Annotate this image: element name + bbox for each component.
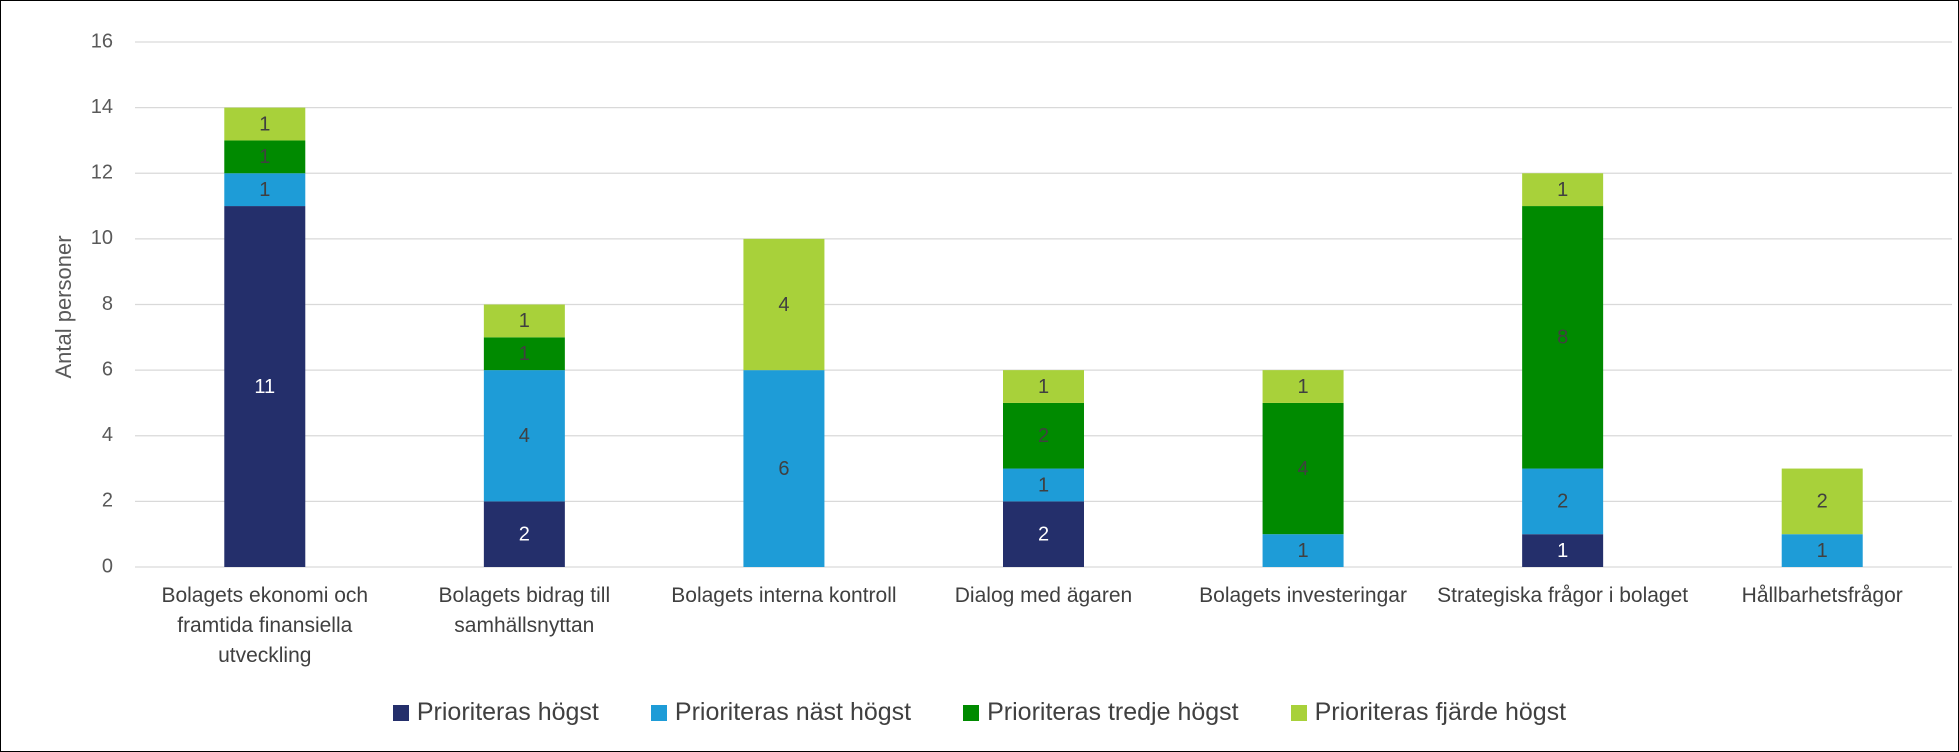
data-label: 1	[259, 113, 270, 135]
legend-item: Prioriteras fjärde högst	[1290, 698, 1567, 727]
bar-segment	[1003, 468, 1084, 502]
legend-swatch	[1290, 704, 1307, 721]
data-label: 1	[1298, 540, 1309, 562]
data-label: 1	[259, 179, 270, 201]
bar-segment	[1262, 402, 1344, 535]
y-tick-label: 10	[91, 227, 113, 249]
data-label: 1	[259, 146, 270, 168]
y-axis-title: Antal personer	[51, 235, 76, 378]
bar-segment	[224, 107, 306, 141]
data-label: 8	[1557, 327, 1568, 349]
bar-segment	[1003, 501, 1084, 567]
data-label: 2	[1038, 425, 1049, 447]
y-tick-label: 8	[102, 293, 113, 315]
bar-segment	[224, 206, 306, 567]
data-label: 1	[1038, 376, 1049, 398]
data-label: 1	[1817, 540, 1828, 562]
data-label: 2	[1557, 491, 1568, 513]
data-label: 1	[1557, 179, 1568, 201]
data-label: 4	[778, 294, 789, 316]
data-label: 1	[1557, 540, 1568, 562]
data-label: 4	[519, 425, 530, 447]
bar-segment	[1262, 534, 1344, 567]
data-label: 1	[1038, 474, 1049, 496]
data-label: 1	[519, 310, 530, 332]
legend-item: Prioriteras näst högst	[650, 698, 912, 727]
y-tick-label: 4	[102, 424, 113, 446]
y-tick-label: 0	[102, 555, 113, 577]
data-label: 2	[519, 523, 530, 545]
bar-segment	[1522, 534, 1604, 567]
y-tick-label: 6	[102, 358, 113, 380]
bar-segment	[1003, 370, 1084, 403]
legend-label: Prioriteras tredje högst	[987, 698, 1239, 726]
x-tick-label: Strategiska frågor i bolaget	[1437, 584, 1689, 607]
data-label: 1	[519, 343, 530, 365]
bar-segment	[1781, 468, 1863, 535]
data-label: 6	[778, 458, 789, 480]
y-tick-label: 16	[91, 30, 113, 52]
data-label: 2	[1817, 491, 1828, 513]
data-label: 1	[1298, 376, 1309, 398]
x-tick-label: Dialog med ägaren	[954, 584, 1133, 607]
data-label: 4	[1298, 458, 1309, 480]
x-tick-label: Bolagets bidrag till samhällsnyttan	[438, 584, 611, 637]
bar-segment	[483, 501, 565, 567]
legend-label: Prioriteras fjärde högst	[1314, 698, 1567, 726]
x-tick-label: Bolagets ekonomi och framtida finansiell…	[161, 584, 369, 667]
legend-item: Prioriteras tredje högst	[963, 698, 1239, 727]
x-tick-label: Hållbarhetsfrågor	[1741, 584, 1903, 607]
bar-segment	[483, 304, 565, 338]
data-label: 11	[254, 376, 275, 398]
legend-label: Prioriteras högst	[416, 698, 599, 726]
bar-segment	[1522, 468, 1604, 535]
bar-segment	[1781, 534, 1863, 567]
legend-swatch	[392, 704, 409, 721]
legend-item: Prioriteras högst	[392, 698, 599, 727]
bar-segment	[1003, 402, 1084, 469]
bar-segment	[483, 337, 565, 371]
data-label: 2	[1038, 523, 1049, 545]
legend-swatch	[650, 704, 667, 721]
x-tick-label: Bolagets investeringar	[1199, 584, 1407, 607]
legend-swatch	[963, 704, 980, 721]
x-tick-label: Bolagets interna kontroll	[671, 584, 897, 607]
bar-segment	[224, 140, 306, 174]
bar-segment	[483, 370, 565, 502]
y-tick-label: 2	[102, 490, 113, 512]
bar-segment	[224, 173, 306, 207]
bar-segment	[1522, 206, 1604, 469]
bar-segment	[743, 370, 825, 567]
bar-segment	[1262, 370, 1344, 403]
legend: Prioriteras högst Prioriteras näst högst P…	[1, 698, 1958, 727]
bar-segment	[1522, 173, 1604, 207]
y-tick-label: 14	[91, 96, 113, 118]
y-tick-label: 12	[91, 162, 113, 184]
bar-segment	[743, 238, 825, 371]
legend-label: Prioriteras näst högst	[674, 698, 912, 726]
